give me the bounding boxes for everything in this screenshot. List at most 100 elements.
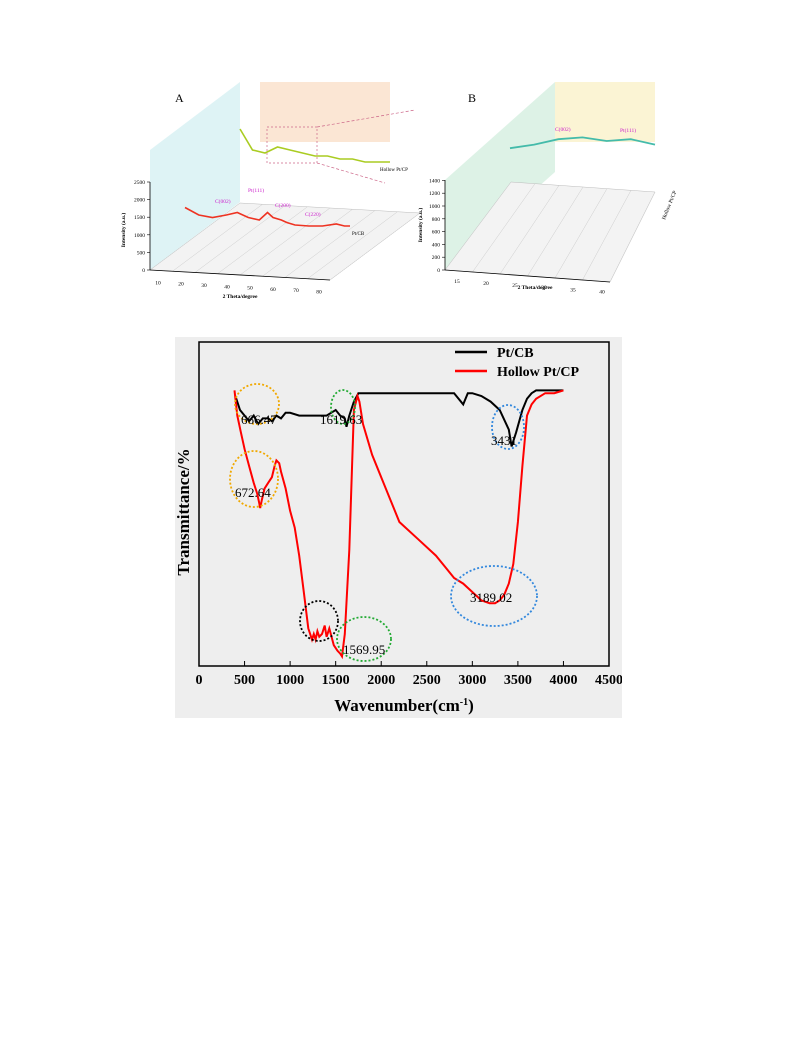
xrd-panel-a: 0 500 1000 1500 2000 2500 Intensity (a.u.) 10 20… [120,82,421,300]
series-label-hollow-pt-cp: Hollow Pt/CP [661,190,678,221]
legend-label: Hollow Pt/CP [497,365,579,380]
peak-label: C(002) [555,126,571,133]
peak-circle [299,600,339,642]
x-tick-label: 15 [454,279,460,285]
x-tick-label: 3000 [458,673,486,688]
floor-grid-line [149,202,241,271]
x-tick-label: 30 [541,285,547,291]
ftir-series [233,389,564,660]
peak-label: 1619.63 [320,412,362,427]
y-tick-label: 1000 [134,233,145,239]
peak-label: C(002) [215,198,231,205]
peak-label: Pt(111) [620,127,636,134]
left-wall [150,82,240,270]
zoom-box [266,126,318,164]
y-axis-label: Intensity (a.u.) [417,208,424,243]
floor-grid-line [609,191,656,283]
peak-circles [229,383,538,662]
series-line-hollow-pt-cp [239,128,390,163]
floor-grid-line [554,188,608,279]
x-tick-label: 3500 [504,673,532,688]
x-tick-label: 500 [234,673,255,688]
floor-grid-line [329,212,421,281]
peak-circle [450,565,538,627]
y-axis-label: Transmittance/% [175,448,193,575]
floor-grid-line [307,211,398,279]
peak-circle [336,616,392,662]
floor-grid-line [284,210,376,278]
floor-grid-line [239,207,331,276]
x-tick-label: 2000 [367,673,395,688]
x-tick-label: 10 [155,280,161,286]
series-line-pt-cb [184,206,350,227]
ftir-chart: 0 500 1000 1500 2000 2500 3000 3500 4000 4500 666… [175,341,622,715]
back-wall [555,82,655,142]
x-tick-label: 30 [201,283,207,289]
y-tick-label: 1000 [429,204,440,210]
x-axis-ticks: 0 500 1000 1500 2000 2500 3000 3500 4000 4500 [196,661,622,688]
x-tick-label: 2500 [413,673,441,688]
x-tick-label: 4000 [549,673,577,688]
x-tick-label: 0 [196,673,203,688]
series-label-hollow-pt-cp: Hollow Pt/CP [380,168,408,173]
peak-labels: 666.47 1619.63 3431 672.64 1569.95 3189.02 [235,412,517,657]
x-tick-label: 40 [224,284,230,290]
x-tick-label: 1500 [322,673,350,688]
y-tick-label: 0 [437,268,440,274]
peak-circle [234,383,280,425]
x-axis-label-sup: -1 [460,697,468,708]
floor-grid-line [499,185,560,275]
y-axis-label: Intensity (a.u.) [120,213,127,248]
y-tick-label: 400 [432,242,441,248]
series-line-hollow-pt-cp [233,389,564,660]
x-axis-label-close: ) [468,696,474,715]
peak-label: 672.64 [235,485,271,500]
floor-grid-line [217,206,308,274]
x-tick-label: 80 [316,289,322,295]
x-tick-label: 20 [483,281,489,287]
ftir-figure: 0 500 1000 1500 2000 2500 3000 3500 4000 4500 666… [175,337,622,718]
panel-b-letter: B [468,91,476,105]
peak-label: 3189.02 [470,590,512,605]
x-axis-label: Wavenumber(cm-1) [334,696,474,715]
x-axis-label: 2 Theta/degree [518,285,553,291]
peak-label: 666.47 [241,412,277,427]
y-tick-label: 200 [432,255,441,261]
y-tick-label: 600 [432,230,441,236]
y-tick-label: 2000 [134,198,145,204]
plot-frame [198,341,610,667]
legend-label: Pt/CB [497,346,534,361]
y-tick-label: 500 [137,250,146,256]
x-tick-label: 35 [570,287,576,293]
x-tick-label: 1000 [276,673,304,688]
peak-label: 3431 [491,433,517,448]
xrd-panel-b: 0 200 400 600 800 1000 1200 1400 Intensity (a.u.… [417,82,678,295]
zoom-line [316,162,386,184]
x-tick-label: 40 [599,289,605,295]
y-tick-label: 0 [142,268,145,274]
floor-grid-line [172,204,263,272]
y-tick-label: 1500 [134,215,145,221]
floor-grid-line [262,209,353,277]
peak-circle [330,389,356,425]
x-axis-label: 2 Theta/degree [223,294,258,300]
y-tick-label: 1200 [429,191,440,197]
x-axis-line [444,269,611,283]
x-tick-label: 70 [293,288,299,294]
panel-a-letter: A [175,91,184,105]
peak-circle [491,404,525,450]
x-tick-label: 60 [270,287,276,293]
floor-grid-line [472,183,536,273]
zoom-line [316,109,416,128]
series-line-hollow-pt-cp [509,136,656,150]
floor-grid-line [527,186,584,277]
floor-grid-line [444,181,512,271]
floor-grid-line [194,205,286,273]
x-tick-label: 20 [178,282,184,288]
series-label-pt-cb: Pt/CB [352,232,365,237]
x-axis-line [149,269,331,281]
peak-label: C(200) [275,202,291,209]
floor-grid-line [582,190,632,281]
peak-label: 1569.95 [343,642,385,657]
